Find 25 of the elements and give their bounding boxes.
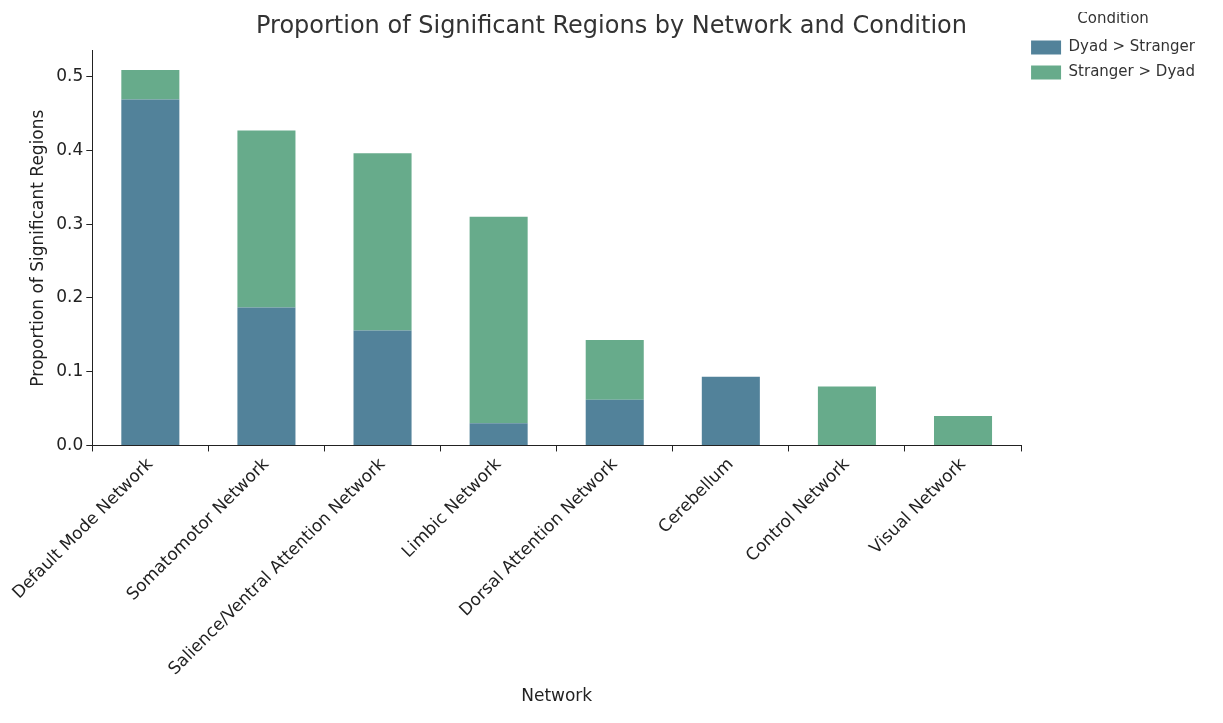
- bar: [585, 339, 644, 400]
- y-tick-label: 0.3: [56, 212, 84, 233]
- y-tick-label: 0.0: [56, 433, 84, 454]
- y-tick-label: 0.2: [56, 286, 84, 307]
- bar: [701, 376, 760, 445]
- bar: [585, 399, 644, 445]
- bar: [353, 153, 412, 331]
- bar: [469, 423, 528, 445]
- bar: [353, 330, 412, 445]
- y-axis-title: Proportion of Significant Regions: [27, 109, 48, 387]
- y-tick-label: 0.5: [56, 65, 84, 86]
- chart-title: Proportion of Significant Regions by Network and Condition: [255, 10, 968, 39]
- y-tick-label: 0.1: [56, 360, 84, 381]
- legend-title: Condition: [1077, 9, 1149, 28]
- bar: [121, 69, 180, 100]
- bar: [817, 386, 876, 445]
- bar: [237, 307, 296, 445]
- y-tick-label: 0.4: [56, 138, 84, 159]
- x-axis-title: Network: [521, 685, 593, 706]
- legend-label: Dyad > Stranger: [1068, 37, 1196, 56]
- bar: [237, 130, 296, 308]
- bar: [121, 99, 180, 445]
- bar: [469, 216, 528, 424]
- legend-label: Stranger > Dyad: [1068, 62, 1196, 81]
- bar: [934, 415, 993, 445]
